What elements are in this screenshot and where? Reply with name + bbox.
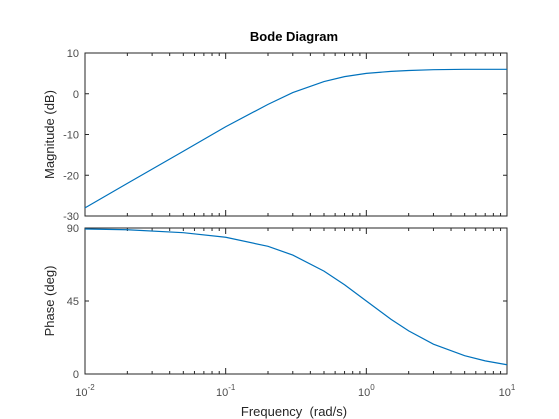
magnitude-panel: -30 -20 -10 0 10 Magnitude (dB) (42, 48, 508, 223)
magnitude-y-tick-label: 10 (67, 48, 79, 60)
phase-panel: 0 45 90 10-2 10-1 100 101 Phase (deg) (42, 223, 516, 399)
chart-title: Bode Diagram (250, 29, 338, 44)
magnitude-y-tick-label: -10 (63, 130, 79, 142)
magnitude-y-tick-label: -20 (63, 170, 79, 182)
magnitude-y-tick-label: -30 (63, 211, 79, 223)
phase-y-tick-label: 90 (67, 223, 79, 235)
phase-series-line (84, 228, 508, 366)
magnitude-y-tick-label: 0 (73, 89, 79, 101)
phase-axes-box (84, 227, 508, 375)
x-tick-label: 10-1 (216, 383, 236, 399)
x-tick-label: 100 (358, 383, 375, 399)
magnitude-axes-box (84, 52, 508, 217)
x-tick-label: 10-2 (75, 383, 95, 399)
phase-y-tick-label: 0 (73, 369, 79, 381)
x-tick-label: 101 (499, 383, 516, 399)
magnitude-y-axis-title: Magnitude (dB) (42, 90, 57, 179)
phase-y-tick-label: 45 (67, 296, 79, 308)
x-axis-title: Frequency (rad/s) (241, 404, 347, 419)
magnitude-series-line (84, 68, 507, 209)
phase-y-axis-title: Phase (deg) (42, 266, 57, 337)
